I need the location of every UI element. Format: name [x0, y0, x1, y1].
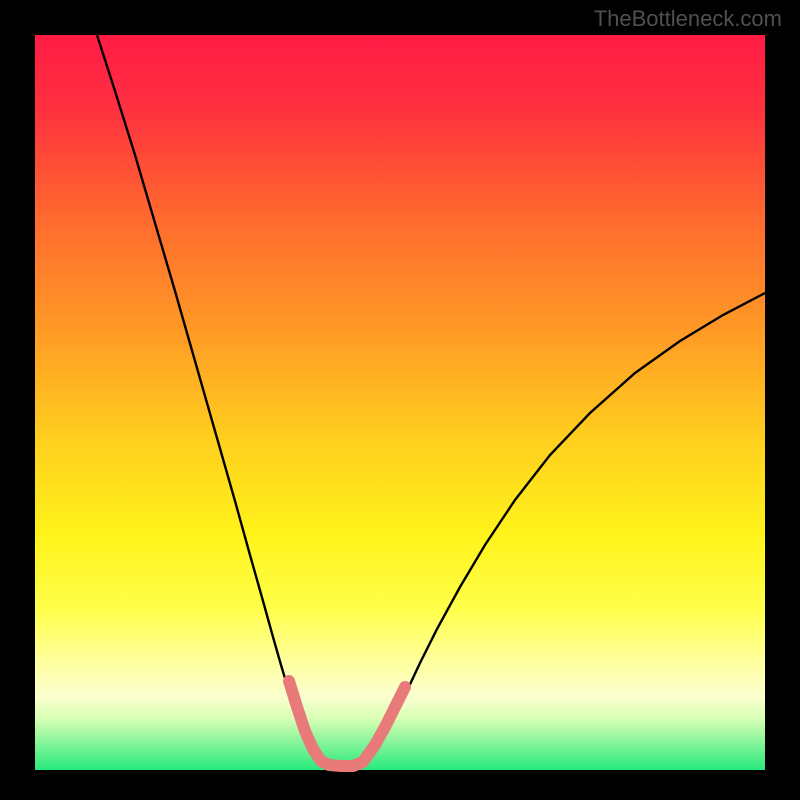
highlight-markers — [289, 681, 405, 766]
watermark-text: TheBottleneck.com — [594, 6, 782, 32]
chart-svg — [35, 35, 765, 770]
bottleneck-curve — [97, 35, 765, 767]
plot-area — [35, 35, 765, 770]
